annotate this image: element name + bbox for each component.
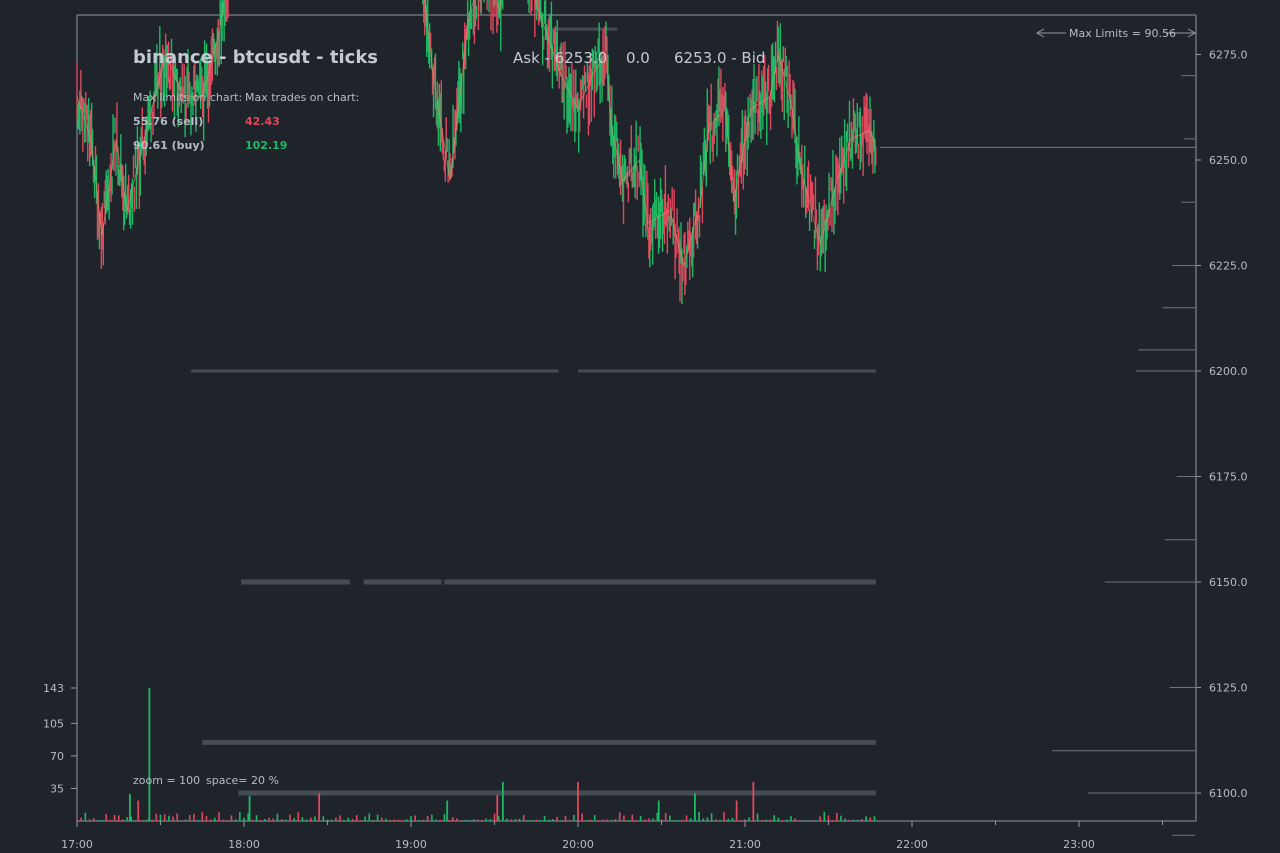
chart-title: binance - btcusdt - ticks (133, 47, 378, 68)
volume-tick-label: 70 (50, 750, 64, 763)
volume-tick-label: 105 (43, 717, 64, 730)
time-axis-ticks: 17:00 18:00 19:00 20:00 21:00 22:00 23:00 (61, 821, 1163, 851)
trades-sell-value: 42.43 (245, 115, 280, 128)
volume-bars (76, 688, 876, 821)
limits-buy-value: 90.61 (buy) (133, 139, 205, 152)
time-tick-label: 19:00 (395, 838, 427, 851)
depth-profile (1052, 75, 1195, 836)
price-line (76, 0, 877, 268)
price-tick-label: 6125.0 (1209, 682, 1248, 695)
limit-order-levels (191, 27, 876, 796)
price-tick-label: 6275.0 (1209, 49, 1248, 62)
price-tick-label: 6200.0 (1209, 365, 1248, 378)
time-tick-label: 21:00 (729, 838, 761, 851)
volume-tick-label: 35 (50, 782, 64, 795)
time-tick-label: 22:00 (896, 838, 928, 851)
max-limits-text: Max Limits = 90.56 (1069, 27, 1176, 40)
volume-axis-ticks: 35 70 105 143 (43, 682, 77, 795)
max-limits-indicator: Max Limits = 90.56 (1035, 27, 1197, 40)
spread-text: 0.0 (626, 49, 650, 67)
limits-sell-value: 55.76 (sell) (133, 115, 203, 128)
zoom-text: zoom = 100 (133, 774, 200, 787)
price-tick-label: 6250.0 (1209, 154, 1248, 167)
time-tick-label: 17:00 (61, 838, 93, 851)
price-tick-label: 6150.0 (1209, 576, 1248, 589)
trades-buy-value: 102.19 (245, 139, 287, 152)
price-tick-label: 6225.0 (1209, 260, 1248, 273)
time-tick-label: 18:00 (228, 838, 260, 851)
max-limits-label: Max limits on chart: (133, 91, 242, 104)
price-path (76, 0, 877, 305)
price-tick-label: 6175.0 (1209, 471, 1248, 484)
time-tick-label: 23:00 (1063, 838, 1095, 851)
ask-text: Ask - 6253.0 (513, 49, 607, 67)
space-text: space= 20 % (206, 774, 279, 787)
bid-text: 6253.0 - Bid (674, 49, 765, 67)
time-tick-label: 20:00 (562, 838, 594, 851)
max-trades-label: Max trades on chart: (245, 91, 359, 104)
price-axis-ticks: 6100.0 6125.0 6150.0 6175.0 6200.0 6225.0 6250… (1196, 49, 1248, 800)
price-tick-label: 6100.0 (1209, 787, 1248, 800)
volume-tick-label: 143 (43, 682, 64, 695)
